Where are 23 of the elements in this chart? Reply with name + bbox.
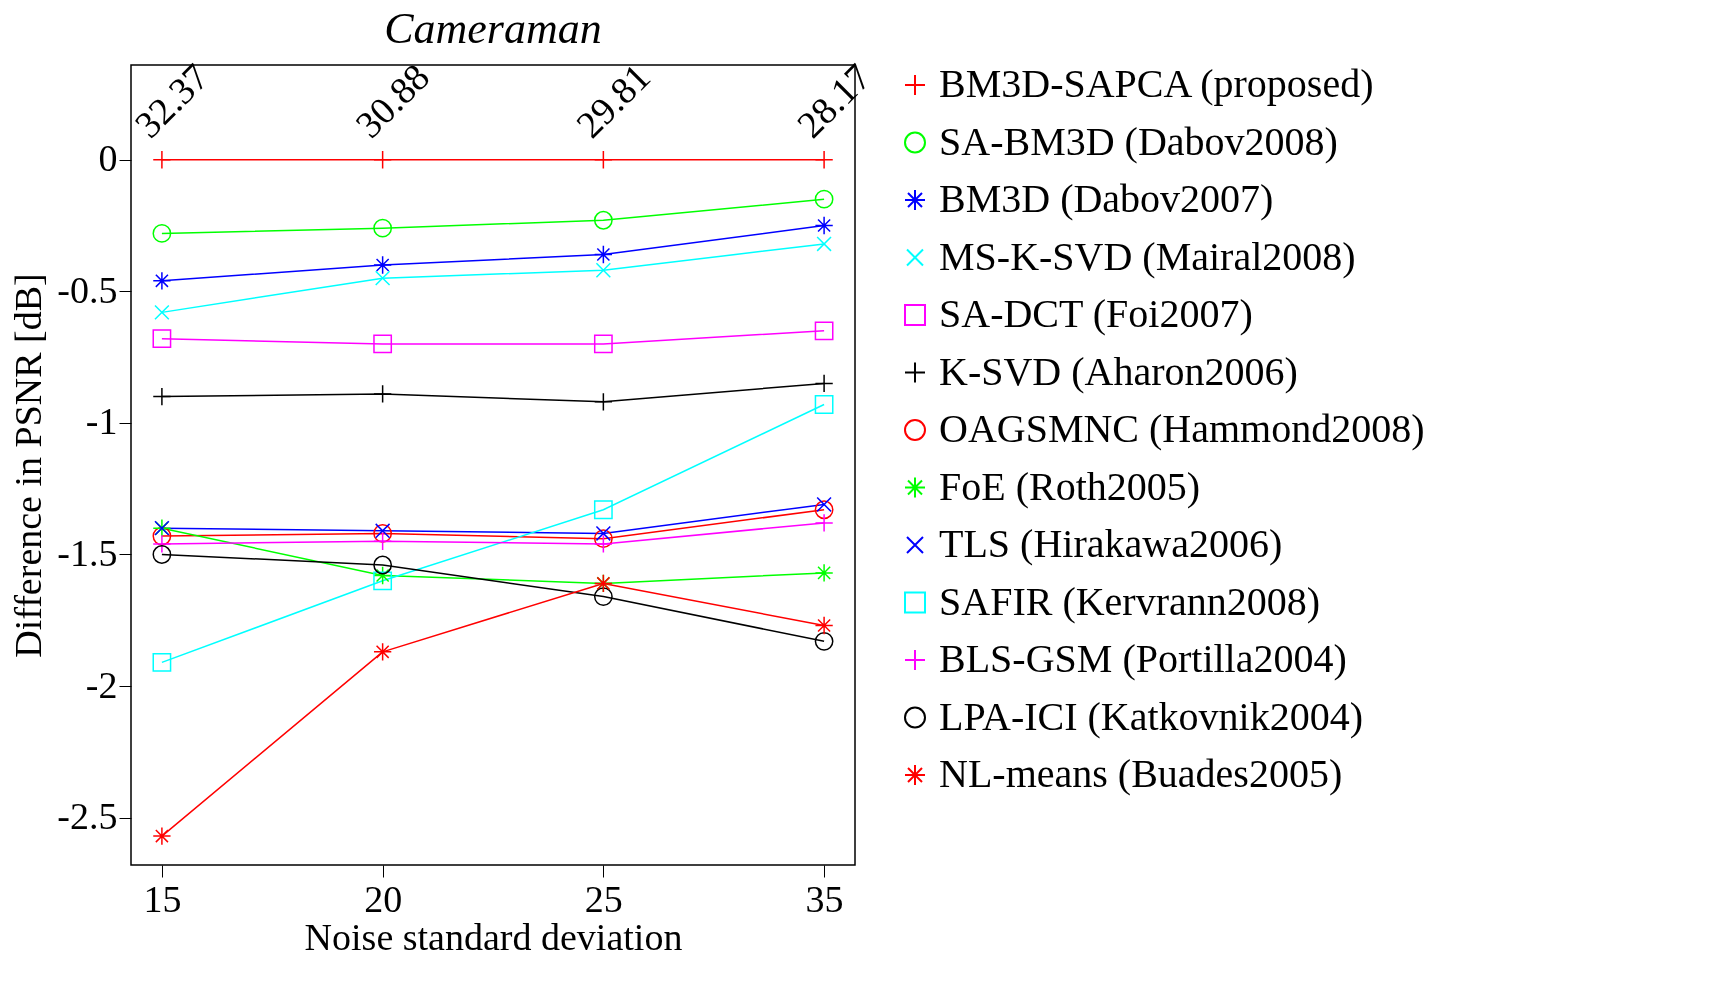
legend-label: LPA-ICI (Katkovnik2004) [939, 693, 1364, 739]
y-tick-label: -1 [85, 400, 118, 443]
x-tick-label: 35 [805, 877, 844, 920]
y-axis-title: Difference in PSNR [dB] [7, 273, 50, 658]
legend-label: K-SVD (Aharon2006) [939, 348, 1298, 394]
legend-label: BM3D (Dabov2007) [939, 176, 1274, 221]
x-tick-label: 15 [143, 877, 182, 920]
y-tick-label: -0.5 [57, 268, 118, 311]
y-tick-label: -2.5 [57, 795, 118, 838]
y-tick-label: -1.5 [57, 531, 118, 574]
legend-label: TLS (Hirakawa2006) [939, 521, 1283, 566]
legend-label: MS-K-SVD (Mairal2008) [939, 233, 1356, 279]
y-tick-label: -2 [85, 663, 118, 706]
legend-label: OAGSMNC (Hammond2008) [939, 406, 1425, 451]
y-tick-label: 0 [98, 137, 118, 180]
legend-label: NL-means (Buades2005) [939, 751, 1343, 796]
legend-label: SA-BM3D (Dabov2008) [939, 118, 1338, 164]
chart-title: Cameraman [384, 4, 602, 54]
legend-label: SAFIR (Kervrann2008) [939, 578, 1321, 624]
legend-label: SA-DCT (Foi2007) [939, 291, 1253, 336]
legend-label: BM3D-SAPCA (proposed) [939, 61, 1374, 106]
legend-label: FoE (Roth2005) [939, 463, 1201, 509]
legend-label: BLS-GSM (Portilla2004) [939, 636, 1347, 681]
